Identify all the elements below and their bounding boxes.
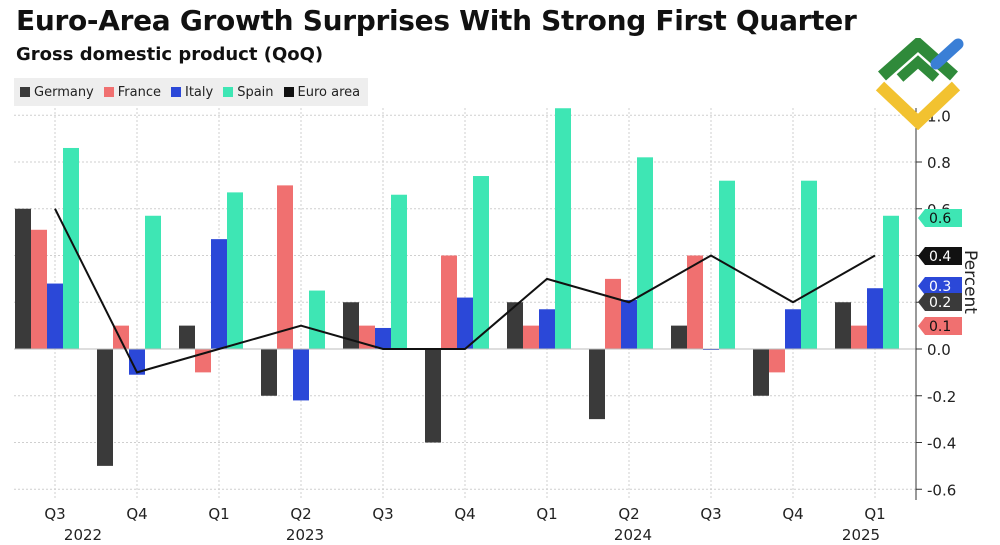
end-label-italy: 0.3 xyxy=(929,279,951,295)
x-tick-label: Q4 xyxy=(454,505,475,523)
x-year-label: 2022 xyxy=(64,526,102,544)
legend: Germany France Italy Spain Euro area xyxy=(14,78,369,106)
bar-italy-0 xyxy=(47,283,63,349)
y-tick-label: 0.0 xyxy=(927,341,951,359)
legend-swatch-germany xyxy=(20,87,30,97)
x-tick-label: Q1 xyxy=(864,505,885,523)
x-tick-label: Q3 xyxy=(372,505,393,523)
legend-swatch-italy xyxy=(171,87,181,97)
bar-germany-6 xyxy=(507,302,523,349)
line-euro-area xyxy=(54,208,876,374)
end-label-bg-germany xyxy=(918,293,962,311)
bar-spain-2 xyxy=(227,192,243,349)
end-label-spain: 0.6 xyxy=(929,211,951,227)
y-tick-label: 0.8 xyxy=(927,154,951,172)
x-tick-label: Q4 xyxy=(782,505,803,523)
bar-italy-10 xyxy=(867,288,883,349)
bar-germany-1 xyxy=(97,349,113,466)
x-tick-label: Q3 xyxy=(700,505,721,523)
x-tick-label: Q2 xyxy=(618,505,639,523)
bar-spain-5 xyxy=(473,176,489,349)
end-label-bg-italy xyxy=(918,277,962,295)
legend-label-spain: Spain xyxy=(237,84,274,100)
bar-italy-5 xyxy=(457,297,473,349)
bar-germany-0 xyxy=(15,208,31,349)
bar-italy-2 xyxy=(211,239,227,349)
bar-france-10 xyxy=(851,325,867,349)
brand-logo-icon xyxy=(875,38,964,130)
legend-label-france: France xyxy=(117,84,161,100)
bar-italy-9 xyxy=(785,309,801,349)
bar-germany-8 xyxy=(671,325,687,349)
bar-spain-10 xyxy=(883,215,899,349)
bar-italy-7 xyxy=(621,299,637,349)
legend-item-spain: Spain xyxy=(223,84,274,100)
x-tick-label: Q3 xyxy=(44,505,65,523)
legend-item-italy: Italy xyxy=(171,85,213,100)
bar-france-8 xyxy=(687,255,703,349)
bar-spain-0 xyxy=(63,147,79,349)
legend-item-euro-area: Euro area xyxy=(283,84,361,100)
legend-label-italy: Italy xyxy=(185,84,214,100)
legend-item-france: France xyxy=(103,84,161,100)
bar-spain-7 xyxy=(637,157,653,349)
bar-spain-3 xyxy=(309,290,325,349)
bar-france-0 xyxy=(31,229,47,349)
bar-germany-3 xyxy=(261,349,277,396)
end-label-bg-france xyxy=(918,317,962,335)
y-axis-label: Percent xyxy=(960,250,980,314)
bar-france-9 xyxy=(769,349,785,373)
x-tick-label: Q2 xyxy=(290,505,311,523)
legend-label-euro-area: Euro area xyxy=(297,84,361,100)
bar-germany-7 xyxy=(589,349,605,420)
bar-germany-2 xyxy=(179,325,195,349)
bar-spain-9 xyxy=(801,180,817,349)
bar-germany-9 xyxy=(753,349,769,396)
bar-france-6 xyxy=(523,325,539,349)
end-label-bg-spain xyxy=(918,209,962,227)
x-year-label: 2023 xyxy=(286,526,324,544)
bar-italy-3 xyxy=(293,349,309,401)
legend-label-germany: Germany xyxy=(34,84,94,100)
x-tick-label: Q1 xyxy=(536,505,557,523)
end-label-france: 0.1 xyxy=(929,319,951,335)
bar-france-7 xyxy=(605,278,621,349)
end-label-bg-euro-area xyxy=(918,247,962,265)
legend-swatch-spain xyxy=(223,87,234,97)
bar-italy-1 xyxy=(129,349,145,375)
x-year-label: 2025 xyxy=(842,526,880,544)
bar-germany-10 xyxy=(835,302,851,349)
y-tick-label: -0.4 xyxy=(927,435,956,453)
y-tick-label: -0.6 xyxy=(927,481,956,499)
x-tick-label: Q1 xyxy=(208,505,229,523)
bar-spain-4 xyxy=(391,194,407,349)
end-label-germany: 0.2 xyxy=(929,295,951,311)
bar-germany-5 xyxy=(425,349,441,443)
x-year-label: 2024 xyxy=(614,526,652,544)
y-tick-label: -0.2 xyxy=(927,388,956,406)
bar-germany-4 xyxy=(343,302,359,349)
end-label-euro-area: 0.4 xyxy=(929,249,951,265)
legend-swatch-euro-area xyxy=(283,87,294,97)
x-tick-label: Q4 xyxy=(126,505,147,523)
chart-subtitle: Gross domestic product (QoQ) xyxy=(16,44,324,65)
bar-spain-1 xyxy=(145,215,161,349)
bar-france-5 xyxy=(441,255,457,349)
bar-spain-6 xyxy=(555,108,571,349)
legend-swatch-france xyxy=(103,87,114,97)
bar-italy-4 xyxy=(375,327,391,349)
legend-item-germany: Germany xyxy=(20,85,94,100)
bar-italy-6 xyxy=(539,309,555,349)
chart-title: Euro-Area Growth Surprises With Strong F… xyxy=(16,4,857,37)
bar-france-3 xyxy=(277,185,293,349)
